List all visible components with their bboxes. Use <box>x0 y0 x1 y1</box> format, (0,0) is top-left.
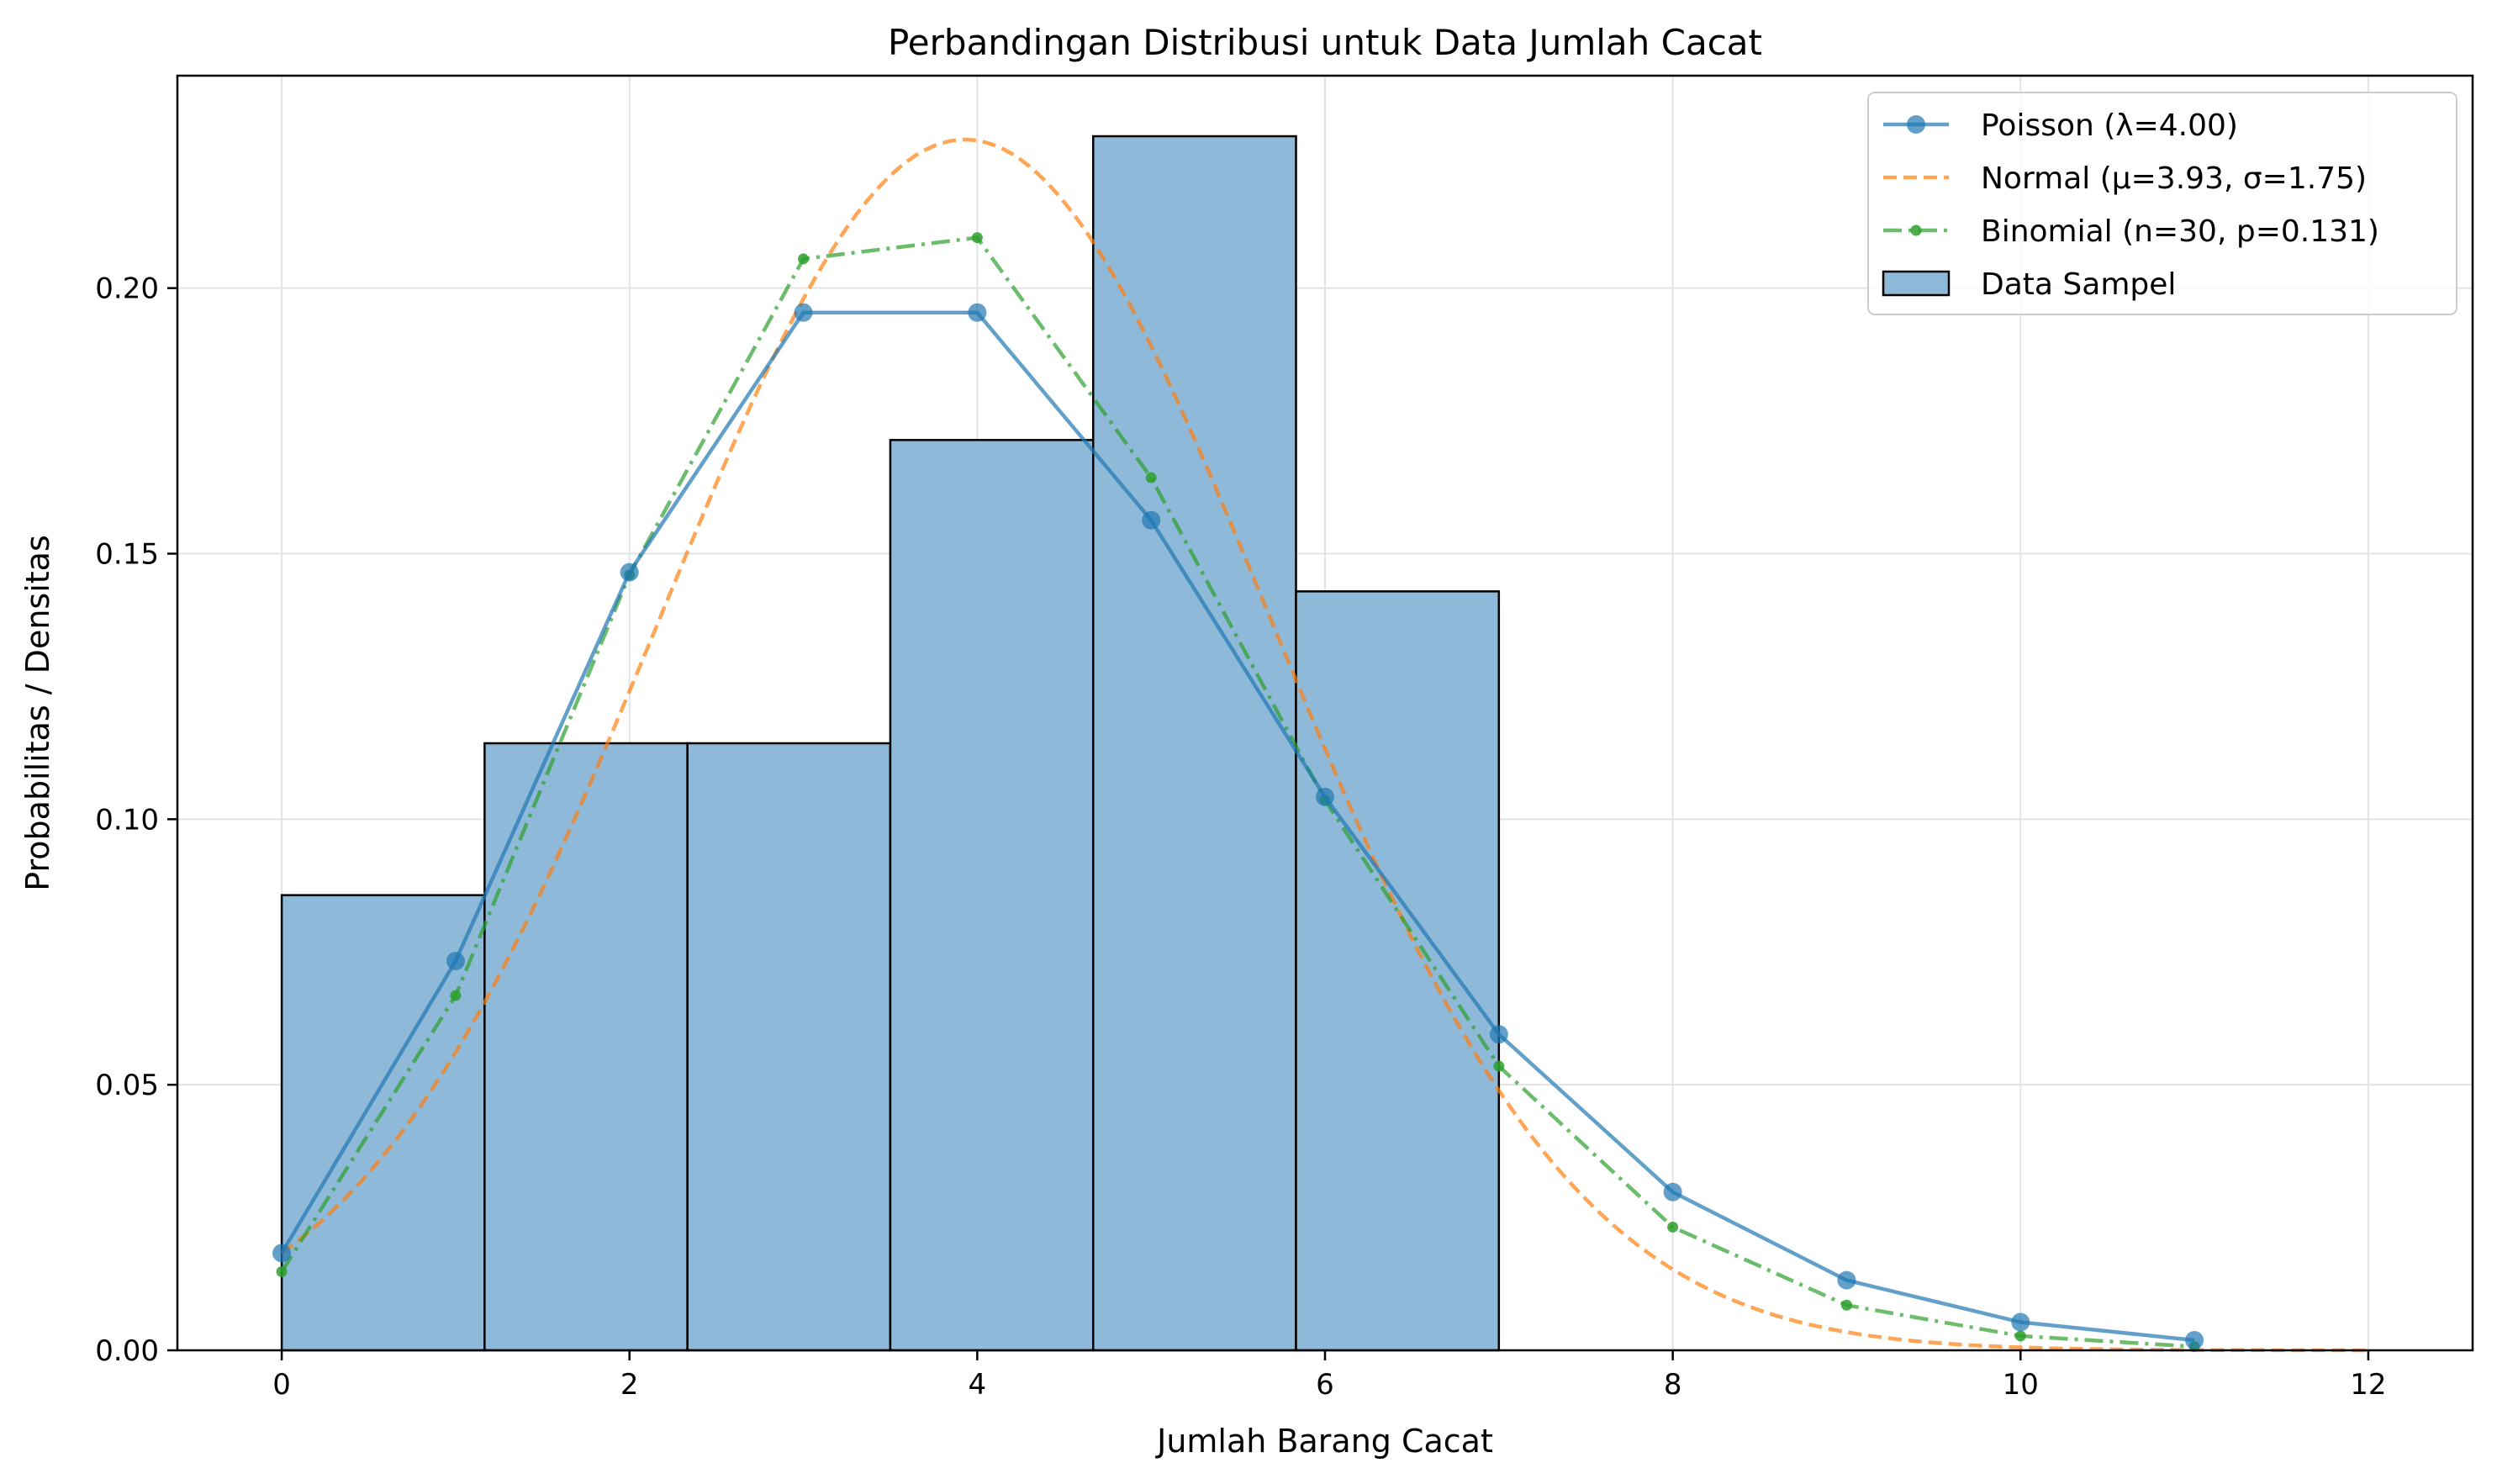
binomial-point <box>798 253 810 265</box>
y-axis-label: Probabilitas / Densitas <box>19 535 56 891</box>
y-tick-label: 0.15 <box>95 538 159 572</box>
legend-poisson-marker <box>1907 115 1925 134</box>
legend-label: Data Sampel <box>1981 267 2176 302</box>
x-tick-label: 2 <box>620 1368 639 1402</box>
histogram-bar <box>1295 590 1501 1352</box>
poisson-line <box>280 310 2195 1343</box>
axis-ticks: 0 2 4 6 8 10 12 0.00 0.05 0.10 0.15 0.20 <box>95 272 2386 1402</box>
poisson-point <box>1663 1182 1682 1201</box>
poisson-point <box>968 303 987 322</box>
x-tick-label: 8 <box>1664 1368 1682 1402</box>
legend-binomial-marker <box>1910 224 1922 236</box>
legend-label: Binomial (n=30, p=0.131) <box>1981 214 2379 249</box>
legend-label: Poisson (λ=4.00) <box>1981 108 2238 143</box>
histogram-bar <box>889 439 1095 1352</box>
poisson-point <box>1489 1025 1508 1044</box>
y-tick-label: 0.05 <box>95 1069 159 1102</box>
binomial-point <box>971 232 983 244</box>
histogram-bars <box>280 135 1501 1352</box>
legend: Poisson (λ=4.00) Normal (μ=3.93, σ=1.75) B… <box>1867 92 2457 315</box>
binomial-point <box>1667 1221 1679 1233</box>
x-tick-label: 10 <box>2003 1368 2039 1402</box>
binomial-point <box>1145 472 1157 483</box>
poisson-point <box>446 951 465 970</box>
y-tick-label: 0.10 <box>95 803 159 837</box>
legend-label: Normal (μ=3.93, σ=1.75) <box>1981 161 2367 196</box>
x-tick-label: 4 <box>969 1368 987 1402</box>
poisson-point <box>1142 510 1161 530</box>
poisson-point <box>272 1244 292 1263</box>
x-tick-label: 6 <box>1316 1368 1334 1402</box>
histogram-bar <box>1091 135 1297 1352</box>
chart-title: Perbandingan Distribusi untuk Data Jumla… <box>888 22 1762 63</box>
histogram-bar <box>686 742 892 1352</box>
poisson-point <box>1316 787 1334 806</box>
x-tick-label: 12 <box>2350 1368 2386 1402</box>
binomial-point <box>450 990 462 1001</box>
poisson-point <box>794 303 813 322</box>
series-layer <box>272 137 2368 1353</box>
binomial-point <box>1840 1299 1852 1311</box>
binomial-point <box>276 1266 288 1278</box>
legend-box <box>1867 92 2457 315</box>
x-tick-label: 0 <box>272 1368 291 1402</box>
y-tick-label: 0.20 <box>95 272 159 306</box>
binomial-point <box>1493 1060 1505 1072</box>
poisson-point <box>2011 1312 2030 1332</box>
poisson-point <box>1837 1270 1856 1290</box>
x-axis-label: Jumlah Barang Cacat <box>1155 1423 1493 1460</box>
binomial-line <box>280 235 2195 1349</box>
histogram-bar <box>483 742 689 1352</box>
legend-histogram-swatch <box>1882 270 1951 297</box>
normal-curve-line <box>280 137 2368 1353</box>
poisson-point <box>2185 1330 2204 1349</box>
y-tick-label: 0.00 <box>95 1334 159 1368</box>
binomial-point <box>2014 1330 2026 1342</box>
poisson-point <box>620 562 639 582</box>
